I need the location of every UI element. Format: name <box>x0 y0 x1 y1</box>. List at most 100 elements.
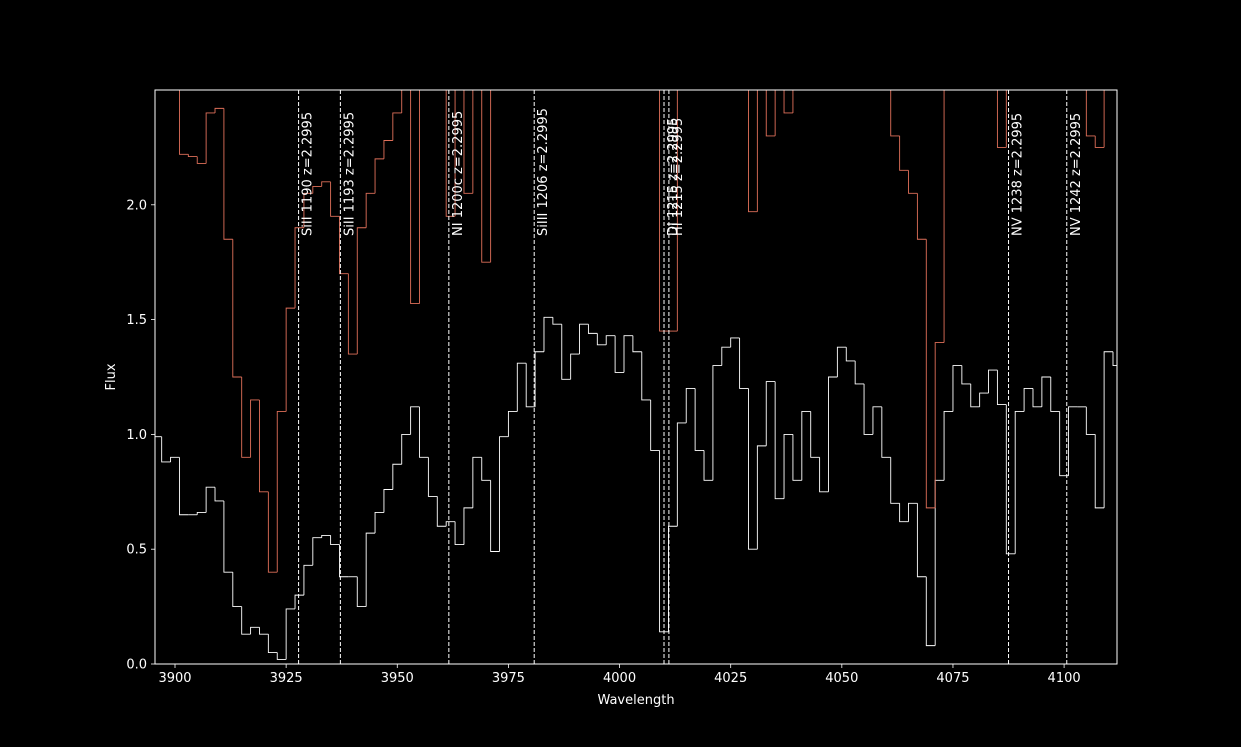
flux-step <box>970 383 980 408</box>
flux-step <box>525 363 536 408</box>
flux-step <box>854 360 865 385</box>
flux-step <box>543 316 553 352</box>
flux-step <box>810 411 820 458</box>
flux-step <box>996 90 1007 148</box>
flux-step <box>232 572 242 608</box>
x-tick-label: 4050 <box>825 671 858 686</box>
flux-step <box>1059 411 1069 477</box>
flux-step <box>792 90 794 113</box>
flux-step <box>214 107 224 113</box>
flux-step <box>996 370 1007 406</box>
flux-step <box>756 90 758 212</box>
flux-step <box>1050 377 1060 412</box>
flux-step <box>596 333 607 346</box>
flux-step <box>925 576 936 647</box>
flux-step <box>187 154 198 158</box>
line-label: NV 1242 z=2.2995 <box>1069 113 1084 236</box>
flux-step <box>454 521 464 546</box>
x-tick-label: 4100 <box>1048 671 1081 686</box>
flux-step <box>365 532 376 607</box>
flux-step <box>419 90 420 304</box>
y-tick-label: 2.0 <box>126 198 147 213</box>
flux-step <box>561 324 571 380</box>
flux-step <box>641 351 651 401</box>
flux-step <box>259 399 269 493</box>
flux-step <box>303 192 313 228</box>
flux-step <box>650 399 660 451</box>
flux-step <box>952 365 962 412</box>
flux-step <box>872 406 882 435</box>
line-label: NI 1200c z=2.2995 <box>451 111 466 236</box>
flux-step <box>312 537 322 566</box>
flux-step <box>347 273 358 355</box>
flux-step <box>819 457 829 493</box>
y-axis-label: Flux <box>104 363 119 390</box>
flux-step <box>1085 90 1096 137</box>
flux-step <box>285 307 296 412</box>
flux-step <box>845 347 856 362</box>
flux-step <box>490 90 492 263</box>
flux-step <box>925 239 936 509</box>
flux-step <box>427 457 438 497</box>
plot-area <box>155 90 1117 660</box>
flux-step <box>481 90 491 263</box>
line-label: NV 1238 z=2.2995 <box>1011 113 1026 236</box>
flux-step <box>783 90 793 114</box>
x-tick-label: 4025 <box>714 671 747 686</box>
flux-step <box>659 450 669 633</box>
flux-step <box>321 534 331 538</box>
flux-step <box>863 383 873 435</box>
flux-step <box>259 627 269 635</box>
flux-step <box>401 90 411 113</box>
flux-step <box>908 170 918 194</box>
flux-step <box>1112 351 1117 366</box>
flux-step <box>774 90 776 136</box>
flux-step <box>1005 90 1007 148</box>
flux-step <box>765 90 776 137</box>
plot-frame <box>154 89 1118 665</box>
flux-step <box>383 489 393 513</box>
flux-step <box>339 544 349 578</box>
flux-step <box>623 335 633 373</box>
y-tick-label: 1.5 <box>126 313 147 328</box>
flux-step <box>1094 135 1105 148</box>
y-tick-label: 0.0 <box>126 658 147 673</box>
flux-step <box>374 158 384 194</box>
flux-step <box>899 135 909 171</box>
flux-step <box>356 227 367 355</box>
flux-step <box>454 90 456 217</box>
flux-step <box>250 399 260 458</box>
flux-step <box>463 90 473 194</box>
flux-step <box>241 606 251 635</box>
flux-step <box>241 377 251 458</box>
flux-step <box>632 335 642 353</box>
flux-step <box>223 500 233 573</box>
flux-step <box>214 487 224 502</box>
flux-step <box>685 388 696 423</box>
flux-step <box>330 535 340 546</box>
flux-step <box>1068 406 1078 476</box>
flux-step <box>374 512 384 534</box>
flux-step <box>1032 388 1042 408</box>
flux-step <box>490 480 500 552</box>
flux-step <box>463 507 473 545</box>
line-label: DI 1215 z=2.2995 <box>666 118 681 236</box>
flux-step <box>534 351 544 407</box>
line-label: SiII 1190 z=2.2995 <box>301 112 316 236</box>
flux-step <box>659 90 669 332</box>
y-tick-label: 1.0 <box>126 428 147 443</box>
flux-step <box>179 90 189 155</box>
flux-step <box>312 185 322 194</box>
flux-step <box>899 503 909 523</box>
flux-step <box>410 406 420 435</box>
flux-step <box>276 652 287 660</box>
x-tick-label: 4000 <box>603 671 636 686</box>
flux-step <box>916 193 927 240</box>
flux-step <box>748 388 758 550</box>
flux-step <box>587 324 598 334</box>
flux-step <box>516 362 527 412</box>
flux-step <box>836 346 847 377</box>
flux-step <box>321 181 331 187</box>
line-label: HI 1215 z=2.2995 <box>671 118 686 236</box>
